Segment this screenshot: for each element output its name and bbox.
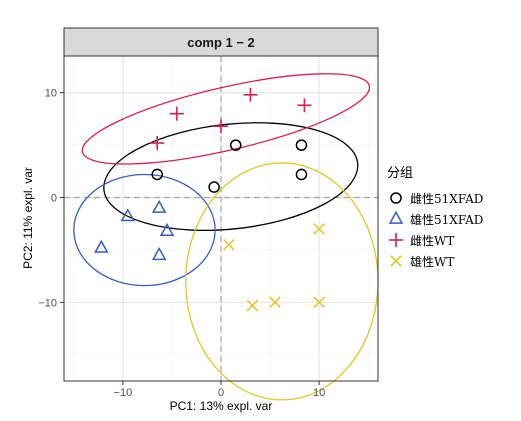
legend-key-1-shape	[390, 192, 402, 204]
legend-label-1: 雌性51XFAD	[410, 191, 483, 206]
point-series-1-2-shape	[229, 139, 242, 151]
point-series-2-5	[151, 246, 167, 261]
legend: 分组 雌性51XFAD 雄性51XFAD 雌性WT 雄性WT	[387, 166, 483, 269]
legend-key-2	[388, 210, 404, 224]
point-series-4-4-stroke-b	[269, 296, 281, 309]
point-series-1-2	[229, 139, 242, 151]
y-tick-label: −10	[38, 297, 57, 309]
data-points	[94, 87, 325, 312]
point-series-4-2	[313, 223, 325, 235]
chart-title: comp 1 − 2	[187, 35, 255, 50]
point-series-1-4-shape	[295, 168, 308, 181]
point-series-4-5-stroke-b	[313, 296, 325, 309]
point-series-1-1-shape	[151, 168, 164, 181]
legend-label-3: 雌性WT	[410, 233, 454, 248]
legend-key-4	[390, 255, 402, 267]
point-series-3-4	[214, 119, 228, 134]
ellipse-series-2	[73, 173, 216, 287]
point-series-3-3	[297, 98, 312, 113]
point-series-1-4	[295, 168, 308, 181]
x-axis-ticks: −10 0 10	[114, 381, 325, 399]
point-series-4-3	[246, 299, 259, 312]
x-tick-label: 10	[313, 387, 325, 399]
point-series-2-2-shape	[120, 208, 136, 222]
point-series-2-1-shape	[94, 239, 109, 253]
legend-key-3	[389, 233, 403, 247]
y-axis-title: PC2: 11% expl. var	[21, 167, 35, 269]
point-series-4-3-stroke-b	[246, 299, 259, 312]
point-series-3-1	[169, 106, 184, 121]
point-series-2-3-shape	[151, 199, 167, 213]
point-series-4-1-stroke-b	[223, 238, 235, 251]
zero-reference-lines	[64, 56, 378, 381]
legend-label-4: 雄性WT	[410, 254, 454, 269]
point-series-1-3-shape	[295, 139, 308, 151]
point-series-3-2	[243, 87, 258, 102]
point-series-2-3	[151, 199, 167, 213]
point-series-1-5-shape	[208, 181, 220, 193]
legend-key-4-stroke-b	[390, 255, 402, 267]
point-series-2-5-shape	[151, 246, 167, 261]
y-axis-ticks: −10 0 10	[38, 88, 64, 309]
x-tick-label: 0	[218, 387, 224, 399]
ellipse-series-1	[103, 122, 359, 232]
point-series-2-4-shape	[159, 222, 175, 236]
x-axis-title: PC1: 13% expl. var	[170, 399, 273, 413]
legend-key-1	[390, 192, 402, 204]
point-series-1-3	[295, 139, 308, 151]
point-series-2-4	[159, 222, 175, 236]
point-series-4-4	[269, 296, 281, 309]
y-tick-label: 10	[45, 88, 57, 100]
facet-strip-background	[63, 27, 379, 57]
facet-strip: comp 1 − 2	[63, 27, 379, 57]
point-series-3-5	[150, 136, 165, 151]
legend-title: 分组	[387, 166, 413, 181]
point-series-2-2	[120, 208, 136, 222]
point-series-4-1	[223, 238, 235, 251]
y-tick-label: 0	[51, 193, 57, 205]
point-series-1-1	[151, 168, 164, 181]
legend-key-2-shape	[388, 210, 404, 224]
point-series-4-2-stroke-b	[313, 223, 325, 235]
point-series-2-1	[94, 239, 109, 253]
x-tick-label: −10	[114, 387, 133, 399]
legend-label-2: 雄性51XFAD	[410, 212, 483, 227]
point-series-4-5	[313, 296, 325, 309]
point-series-1-5	[208, 181, 220, 193]
